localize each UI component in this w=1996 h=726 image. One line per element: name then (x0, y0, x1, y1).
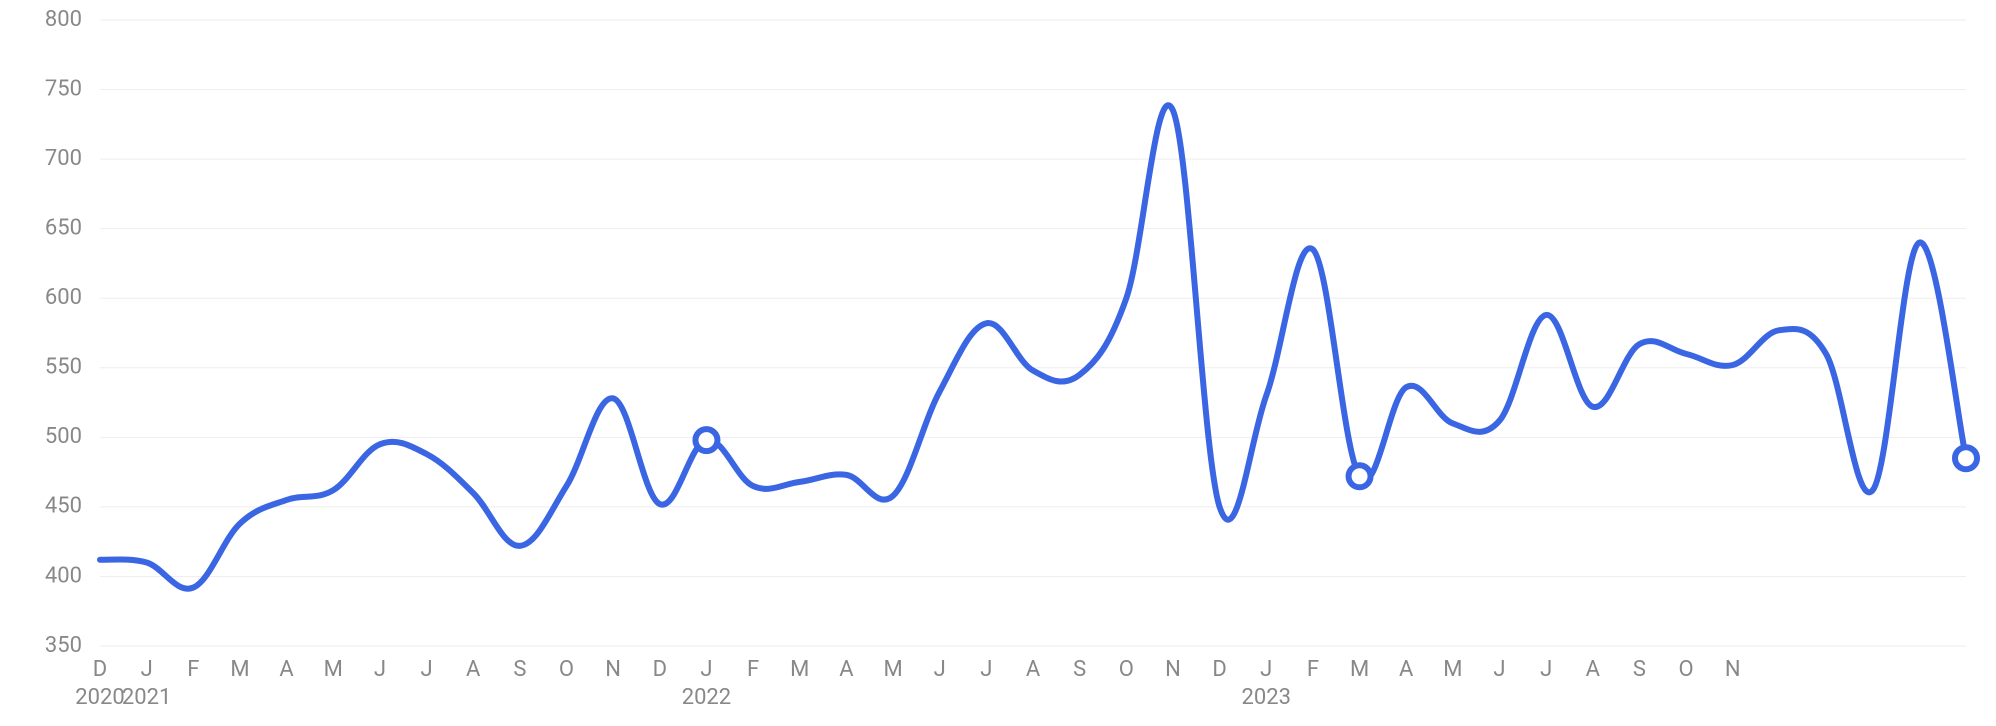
y-tick-label: 750 (45, 76, 82, 101)
y-tick-label: 350 (45, 633, 82, 658)
x-tick-label: J (374, 657, 386, 682)
x-tick-label: M (883, 657, 902, 682)
y-tick-label: 700 (45, 146, 82, 171)
series-marker (1955, 447, 1977, 469)
x-tick-label: F (747, 657, 759, 682)
x-tick-label: A (466, 657, 481, 682)
x-tick-label: A (839, 657, 854, 682)
x-tick-label: J (420, 657, 432, 682)
x-tick-label: D (1212, 657, 1226, 682)
x-tick-label: A (1026, 657, 1041, 682)
x-tick-label: J (141, 657, 153, 682)
x-tick-label: N (1165, 657, 1181, 682)
y-tick-label: 800 (45, 7, 82, 32)
x-tick-label: M (1443, 657, 1462, 682)
x-tick-label: J (700, 657, 712, 682)
series-marker (1349, 465, 1371, 487)
x-tick-label: S (1633, 657, 1646, 682)
x-tick-label: D (93, 657, 107, 682)
x-tick-label: J (934, 657, 946, 682)
x-tick-label: J (1260, 657, 1272, 682)
y-tick-label: 500 (45, 424, 82, 449)
y-tick-label: 550 (45, 355, 82, 380)
x-tick-label: J (1493, 657, 1505, 682)
x-tick-label: F (1307, 657, 1319, 682)
x-tick-label: N (605, 657, 621, 682)
year-label: 2020 (75, 685, 124, 710)
x-tick-label: O (1679, 657, 1694, 682)
x-tick-label: S (1073, 657, 1086, 682)
time-series-chart: 350 400 450 500 550 600 650 700 750 800 D J F M A M J J A S… (0, 0, 1996, 726)
x-tick-label: J (980, 657, 992, 682)
x-tick-label: J (1540, 657, 1552, 682)
series-marker (695, 429, 717, 451)
x-tick-label: O (559, 657, 574, 682)
x-tick-label: O (1119, 657, 1134, 682)
y-tick-label: 650 (45, 215, 82, 240)
x-tick-label: D (653, 657, 667, 682)
y-tick-label: 600 (45, 285, 82, 310)
y-tick-label: 450 (45, 494, 82, 519)
x-tick-label: S (513, 657, 526, 682)
x-tick-label: M (790, 657, 809, 682)
y-tick-label: 400 (45, 563, 82, 588)
x-tick-label: A (1399, 657, 1414, 682)
x-tick-label: M (1350, 657, 1369, 682)
x-tick-label: N (1725, 657, 1741, 682)
year-label: 2021 (122, 685, 171, 710)
chart-svg: 350 400 450 500 550 600 650 700 750 800 D J F M A M J J A S… (0, 0, 1996, 726)
x-tick-label: M (230, 657, 249, 682)
x-tick-label: M (324, 657, 343, 682)
x-tick-label: A (279, 657, 294, 682)
year-label: 2023 (1242, 685, 1291, 710)
x-tick-label: A (1586, 657, 1601, 682)
x-tick-label: F (187, 657, 199, 682)
year-label: 2022 (682, 685, 731, 710)
